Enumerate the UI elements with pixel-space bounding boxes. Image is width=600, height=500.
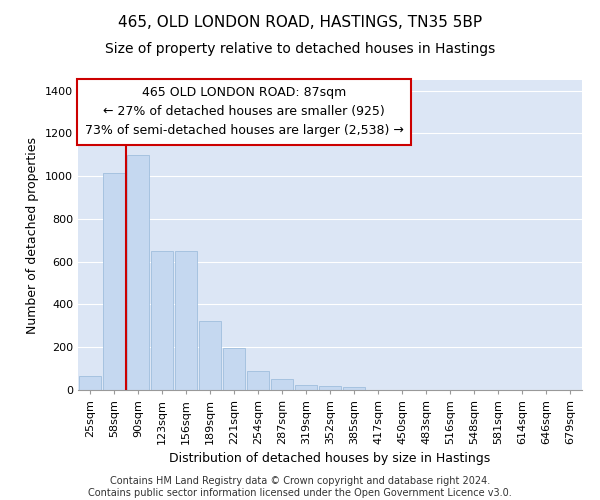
Y-axis label: Number of detached properties: Number of detached properties bbox=[26, 136, 40, 334]
Bar bbox=[127, 155, 149, 390]
Text: 465, OLD LONDON ROAD, HASTINGS, TN35 5BP: 465, OLD LONDON ROAD, HASTINGS, TN35 5BP bbox=[118, 15, 482, 30]
Bar bbox=[199, 320, 221, 390]
Text: 465 OLD LONDON ROAD: 87sqm
← 27% of detached houses are smaller (925)
73% of sem: 465 OLD LONDON ROAD: 87sqm ← 27% of deta… bbox=[85, 86, 404, 137]
Text: Size of property relative to detached houses in Hastings: Size of property relative to detached ho… bbox=[105, 42, 495, 56]
Bar bbox=[175, 252, 197, 390]
Text: Contains HM Land Registry data © Crown copyright and database right 2024.
Contai: Contains HM Land Registry data © Crown c… bbox=[88, 476, 512, 498]
Bar bbox=[247, 371, 269, 390]
Bar bbox=[103, 173, 125, 390]
Bar bbox=[79, 376, 101, 390]
Bar bbox=[319, 386, 341, 390]
Bar bbox=[295, 386, 317, 390]
X-axis label: Distribution of detached houses by size in Hastings: Distribution of detached houses by size … bbox=[169, 452, 491, 466]
Bar bbox=[271, 380, 293, 390]
Bar bbox=[343, 388, 365, 390]
Bar bbox=[223, 348, 245, 390]
Bar bbox=[151, 251, 173, 390]
